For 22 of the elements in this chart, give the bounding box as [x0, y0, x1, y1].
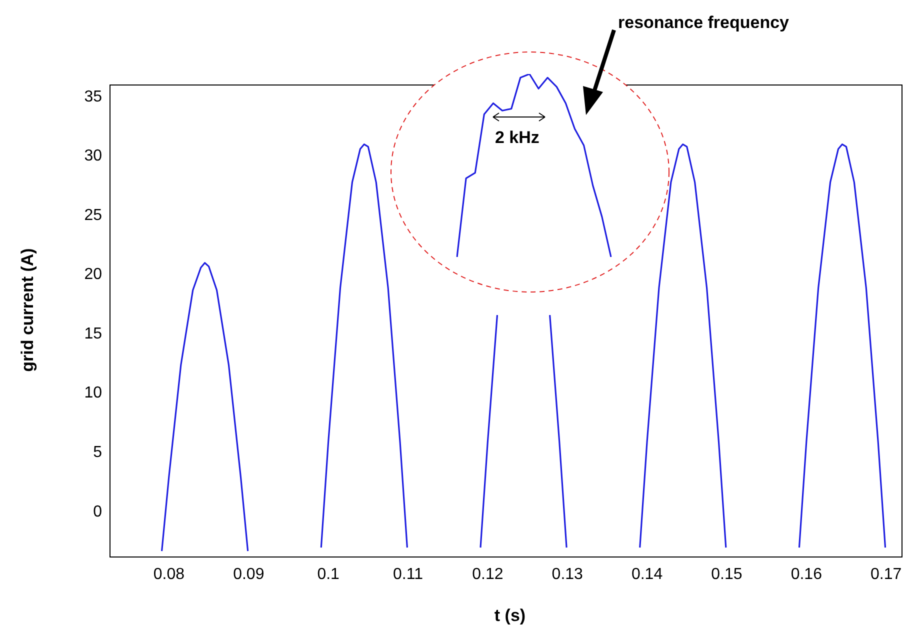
x-tick-label: 0.09	[233, 566, 264, 584]
y-tick-label: 20	[84, 266, 102, 284]
y-tick-label: 15	[84, 325, 102, 342]
x-tick-label: 0.15	[711, 566, 742, 584]
x-tick-label: 0.1	[317, 566, 340, 584]
x-tick-label: 0.17	[870, 566, 902, 584]
y-tick-label: 30	[84, 148, 102, 165]
x-tick-label: 0.13	[552, 566, 584, 584]
y-axis-title: grid current (A)	[18, 247, 38, 374]
x-tick-label: 0.14	[631, 566, 663, 584]
y-tick-label: 25	[84, 206, 102, 224]
y-tick-label: 5	[93, 444, 102, 462]
x-tick-label: 0.08	[153, 566, 185, 584]
y-tick-label: 35	[84, 88, 102, 106]
y-tick-label: 0	[93, 503, 102, 520]
x-tick-label: 0.12	[472, 566, 504, 584]
annotation: 2 kHz	[495, 128, 540, 148]
x-axis-title: t (s)	[493, 606, 527, 626]
x-tick-label: 0.11	[393, 566, 424, 584]
text: resonance frequency	[618, 13, 790, 33]
x-tick-label: 0.16	[790, 566, 822, 584]
y-tick-label: 10	[84, 384, 102, 402]
